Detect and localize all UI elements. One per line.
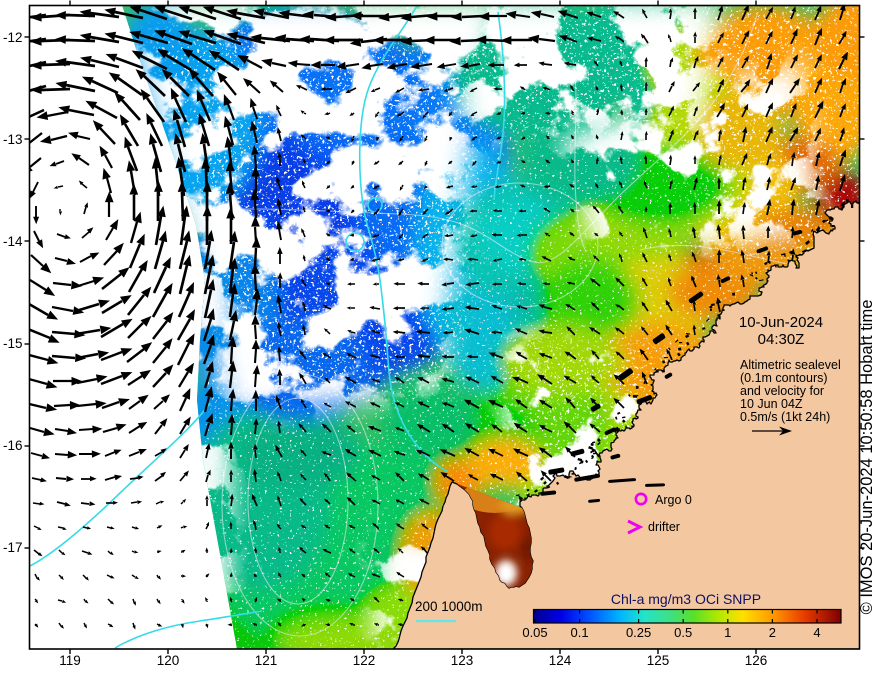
svg-text:and velocity for: and velocity for bbox=[740, 384, 824, 398]
svg-text:119: 119 bbox=[59, 653, 81, 668]
svg-text:0.5: 0.5 bbox=[674, 625, 692, 640]
svg-text:4: 4 bbox=[813, 625, 820, 640]
svg-text:121: 121 bbox=[255, 653, 278, 668]
svg-text:125: 125 bbox=[647, 653, 670, 668]
svg-text:122: 122 bbox=[353, 653, 376, 668]
svg-text:123: 123 bbox=[451, 653, 474, 668]
svg-text:-17: -17 bbox=[3, 540, 23, 555]
svg-text:(0.1m contours): (0.1m contours) bbox=[740, 371, 828, 385]
svg-text:-13: -13 bbox=[3, 132, 23, 147]
svg-text:10-Jun-2024: 10-Jun-2024 bbox=[739, 314, 823, 331]
svg-text:Argo 0: Argo 0 bbox=[655, 493, 692, 507]
svg-text:0.5m/s (1kt 24h): 0.5m/s (1kt 24h) bbox=[740, 410, 830, 424]
svg-text:1: 1 bbox=[724, 625, 731, 640]
svg-text:-12: -12 bbox=[3, 30, 23, 45]
svg-text:04:30Z: 04:30Z bbox=[758, 331, 805, 348]
svg-text:0.05: 0.05 bbox=[522, 625, 547, 640]
svg-text:120: 120 bbox=[157, 653, 180, 668]
svg-text:2: 2 bbox=[769, 625, 776, 640]
svg-text:126: 126 bbox=[745, 653, 768, 668]
svg-text:Altimetric sealevel: Altimetric sealevel bbox=[740, 358, 841, 372]
svg-text:-14: -14 bbox=[3, 234, 23, 249]
svg-text:-16: -16 bbox=[3, 438, 23, 453]
svg-text:200 1000m: 200 1000m bbox=[415, 599, 483, 614]
svg-text:-15: -15 bbox=[3, 336, 23, 351]
svg-text:10 Jun 04Z: 10 Jun 04Z bbox=[740, 397, 803, 411]
svg-text:drifter: drifter bbox=[648, 520, 680, 534]
svg-text:124: 124 bbox=[549, 653, 572, 668]
svg-text:© IMOS 20-Jun-2024 10:50:58 Ho: © IMOS 20-Jun-2024 10:50:58 Hobart time bbox=[858, 300, 876, 615]
svg-text:0.25: 0.25 bbox=[626, 625, 651, 640]
svg-text:0.1: 0.1 bbox=[571, 625, 589, 640]
svg-text:Chl-a mg/m3 OCi SNPP: Chl-a mg/m3 OCi SNPP bbox=[611, 591, 761, 607]
